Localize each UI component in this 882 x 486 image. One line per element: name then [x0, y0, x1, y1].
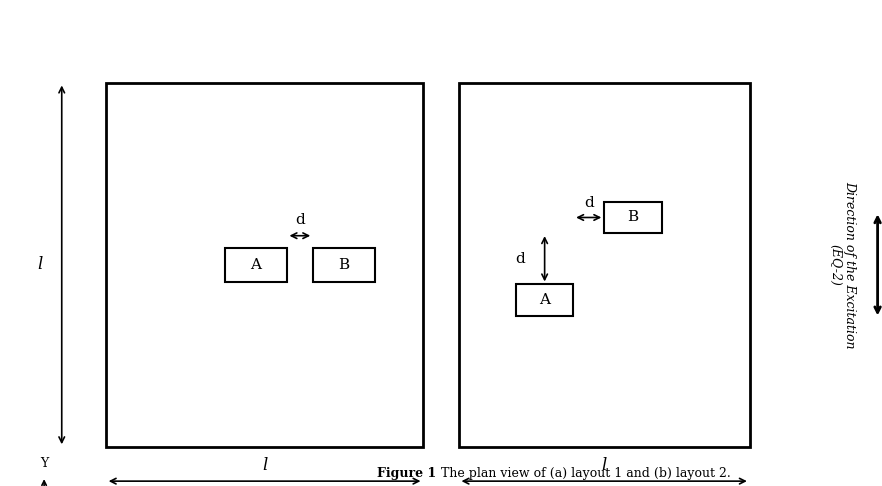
Text: A: A	[539, 293, 550, 307]
Text: A: A	[250, 258, 261, 272]
Text: The plan view of (a) layout 1 and (b) layout 2.: The plan view of (a) layout 1 and (b) la…	[441, 468, 731, 480]
Text: Y: Y	[40, 457, 49, 470]
Bar	[604, 202, 662, 233]
Text: d: d	[515, 252, 525, 266]
Text: l: l	[37, 257, 42, 273]
Bar	[459, 83, 750, 447]
Text: Figure 1 The plan view of (a) layout 1 and (b) layout 2.: Figure 1 The plan view of (a) layout 1 a…	[0, 485, 1, 486]
Bar	[313, 248, 375, 282]
Text: The plan view of (a) layout 1 and (b) layout 2.: The plan view of (a) layout 1 and (b) la…	[0, 485, 1, 486]
Bar	[106, 83, 423, 447]
Text: d: d	[584, 196, 594, 210]
Text: l: l	[262, 457, 267, 474]
Bar	[225, 248, 287, 282]
Text: Direction of the Excitation
(EQ-2): Direction of the Excitation (EQ-2)	[828, 181, 856, 348]
Text: l: l	[602, 457, 607, 474]
Text: B: B	[627, 210, 639, 225]
Text: d: d	[295, 213, 305, 227]
Bar	[516, 284, 573, 316]
Text: Figure 1: Figure 1	[377, 468, 441, 480]
Text: B: B	[339, 258, 349, 272]
